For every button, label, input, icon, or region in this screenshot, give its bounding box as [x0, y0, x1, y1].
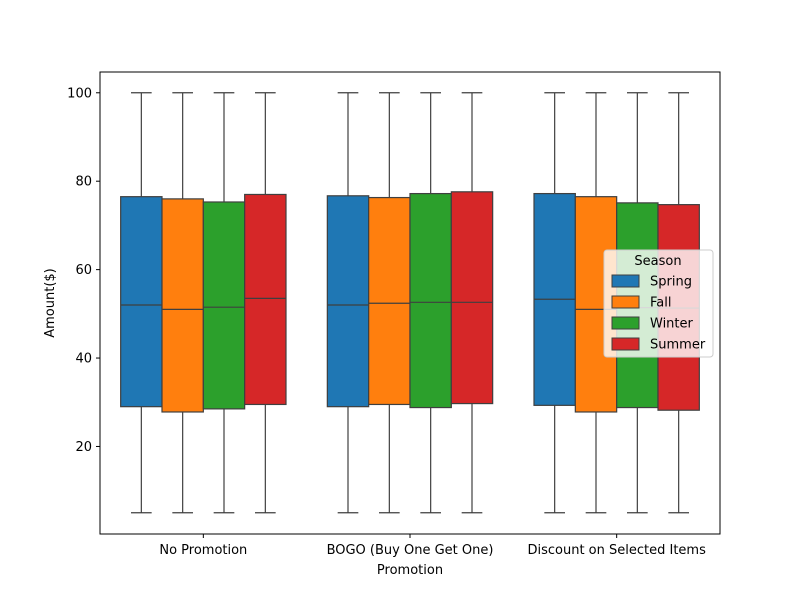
y-tick-label: 100: [67, 86, 92, 101]
y-tick-label: 20: [75, 440, 92, 455]
box-spring-1: [326, 92, 370, 514]
iqr-box: [161, 198, 204, 413]
y-axis: 20 40 60 80 100: [67, 86, 100, 455]
box-spring-2: [533, 92, 576, 514]
legend-swatch-summer: [611, 337, 640, 351]
iqr-box: [120, 196, 163, 408]
iqr-box: [450, 191, 494, 405]
box-winter-0: [202, 92, 246, 514]
legend: Season Spring Fall Winter Summer: [603, 249, 714, 358]
iqr-box: [202, 201, 246, 410]
y-tick-label: 80: [75, 175, 92, 190]
legend-items: Spring Fall Winter Summer: [611, 274, 706, 353]
box-summer-1: [450, 92, 494, 514]
legend-label-winter: Winter: [650, 317, 694, 332]
legend-label-spring: Spring: [650, 275, 692, 290]
x-axis-label: Promotion: [377, 563, 443, 578]
x-axis: No Promotion BOGO (Buy One Get One) Discou…: [159, 534, 706, 558]
iqr-box: [409, 192, 452, 409]
y-tick-label: 60: [75, 263, 92, 278]
x-tick-label: Discount on Selected Items: [527, 543, 706, 558]
y-axis-label: Amount($): [43, 268, 58, 338]
box-winter-1: [409, 92, 452, 514]
iqr-box: [326, 195, 370, 408]
legend-title: Season: [634, 254, 681, 269]
legend-label-summer: Summer: [650, 338, 706, 353]
iqr-box: [368, 196, 411, 406]
box-spring-0: [120, 92, 163, 514]
legend-swatch-winter: [611, 316, 640, 330]
legend-swatch-spring: [611, 274, 640, 288]
box-summer-0: [244, 92, 287, 514]
iqr-box: [244, 193, 287, 406]
y-tick-label: 40: [75, 352, 92, 367]
box-fall-1: [368, 92, 411, 514]
x-tick-label: BOGO (Buy One Get One): [327, 543, 494, 558]
legend-swatch-fall: [611, 295, 640, 309]
legend-label-fall: Fall: [650, 296, 671, 311]
box-fall-0: [161, 92, 204, 514]
x-tick-label: No Promotion: [159, 543, 247, 558]
